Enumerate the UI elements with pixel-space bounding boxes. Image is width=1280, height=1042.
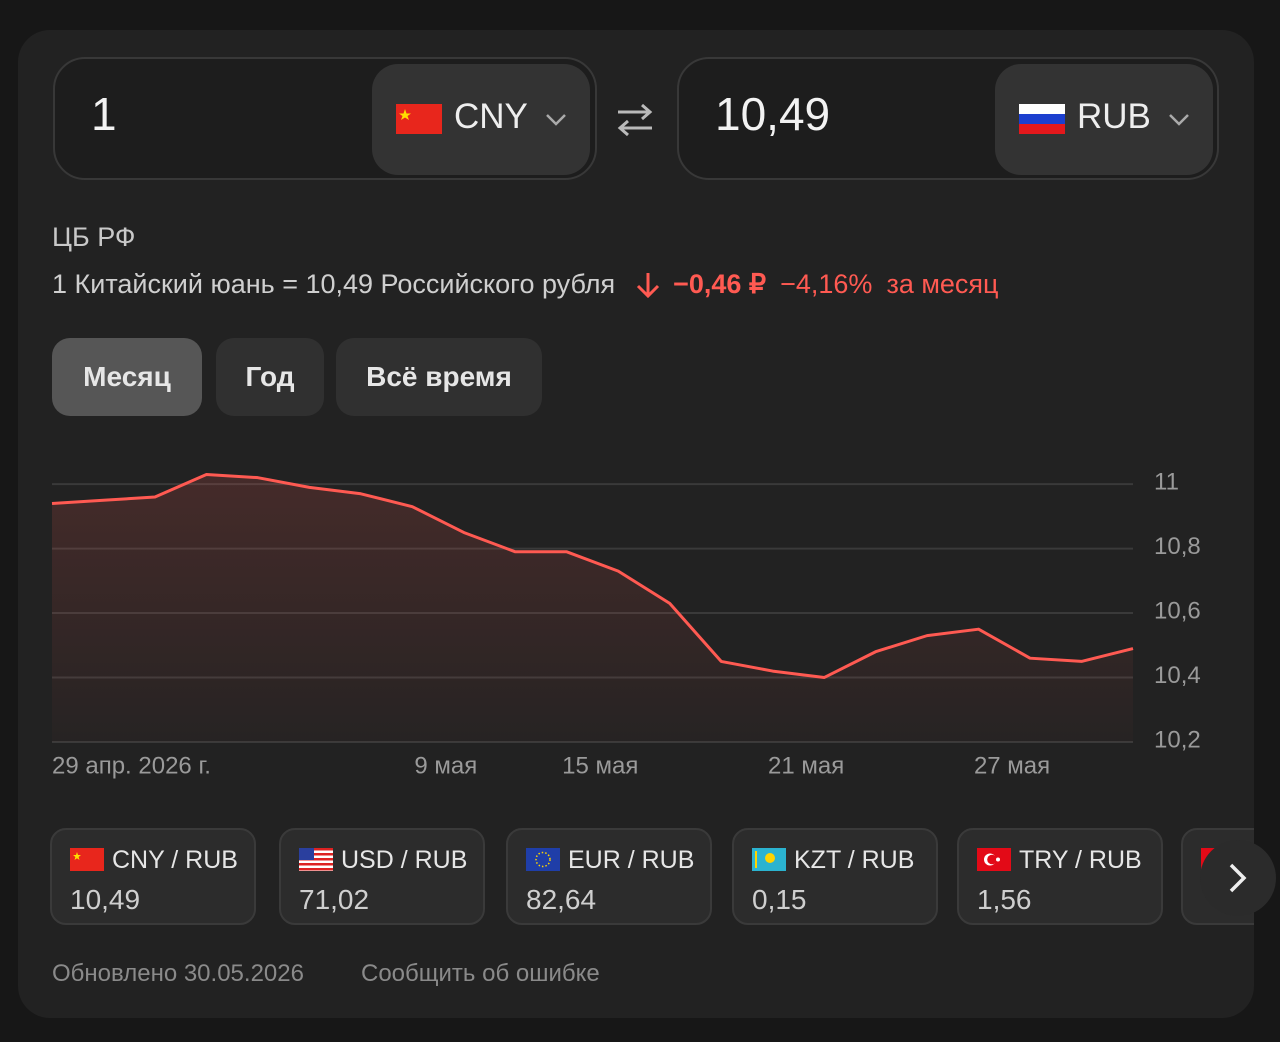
y-tick-label: 10,2 [1154, 726, 1201, 753]
pair-value: 1,56 [977, 884, 1032, 915]
cn-flag [70, 848, 104, 871]
pairs-row: CNY / RUB 10,49 USD / RUB 71,02 EUR / RU… [50, 826, 1254, 930]
from-currency-select[interactable]: CNY [372, 64, 590, 175]
chevron [1169, 114, 1189, 126]
kz-flag [752, 848, 786, 871]
rate-line: 1 Китайский юань = 10,49 Российского руб… [52, 269, 999, 300]
tr-flag [977, 848, 1011, 871]
y-tick-label: 11 [1154, 468, 1179, 495]
to-field[interactable]: 10,49 RUB [677, 57, 1219, 180]
x-tick-label: 29 апр. 2026 г. [52, 752, 211, 779]
pair-name: USD / RUB [341, 846, 468, 874]
pair-value: 71,02 [299, 884, 370, 915]
pair-card[interactable]: EUR / RUB 82,64 [506, 828, 712, 925]
to-currency-select[interactable]: RUB [995, 64, 1213, 175]
us-flag [299, 848, 333, 871]
chevron [546, 114, 566, 126]
tab[interactable]: Год [216, 338, 324, 416]
pair-name: KZT / RUB [794, 846, 915, 874]
pair-card[interactable]: TRY / RUB 1,56 [957, 828, 1163, 925]
x-tick-label: 9 мая [414, 752, 477, 779]
x-tick-label: 27 мая [974, 752, 1050, 779]
rate-change: −0,46 ₽ [673, 269, 767, 299]
down-arrow [637, 272, 660, 298]
rate-text: 1 Китайский юань = 10,49 Российского руб… [52, 269, 616, 299]
y-tick-label: 10,8 [1154, 533, 1201, 560]
to-currency: RUB [1077, 97, 1151, 136]
pair-card[interactable]: CNY / RUB 10,49 [50, 828, 256, 925]
swap-icon[interactable] [614, 102, 656, 138]
eu-flag [526, 848, 560, 871]
pair-name: TRY / RUB [1019, 846, 1142, 874]
source: ЦБ РФ [52, 222, 136, 252]
pair-value: 10,49 [70, 884, 141, 915]
pair-value: 0,15 [752, 884, 807, 915]
from-currency: CNY [454, 97, 528, 136]
pair-value: 82,64 [526, 884, 597, 915]
next-button[interactable] [1198, 838, 1278, 918]
ru-flag [1019, 104, 1065, 134]
x-tick-label: 21 мая [768, 752, 844, 779]
tab[interactable]: Всё время [336, 338, 542, 416]
line [51, 472, 1134, 680]
pair-card[interactable]: USD / RUB 71,02 [279, 828, 485, 925]
y-tick-label: 10,6 [1154, 597, 1201, 624]
rate-percent: −4,16% [780, 269, 873, 299]
to-amount: 10,49 [715, 88, 831, 140]
rate-period: за месяц [886, 269, 999, 299]
pair-name: EUR / RUB [568, 846, 695, 874]
x-tick-label: 15 мая [562, 752, 638, 779]
area [52, 474, 1133, 742]
report-link[interactable]: Сообщить об ошибке [361, 960, 600, 987]
pair-name: CNY / RUB [112, 846, 238, 874]
chart: 10,2 10,4 10,6 10,8 11 29 апр. 2026 г. 9 мая 15… [51, 468, 1201, 779]
y-tick-label: 10,4 [1154, 662, 1201, 689]
updated: Обновлено 30.05.2026 [52, 960, 304, 987]
from-amount: 1 [91, 88, 117, 140]
cn-flag [396, 104, 442, 134]
pair-card[interactable]: KZT / RUB 0,15 [732, 828, 938, 925]
from-field[interactable]: 1 CNY [53, 57, 597, 180]
tab[interactable]: Месяц [52, 338, 202, 416]
